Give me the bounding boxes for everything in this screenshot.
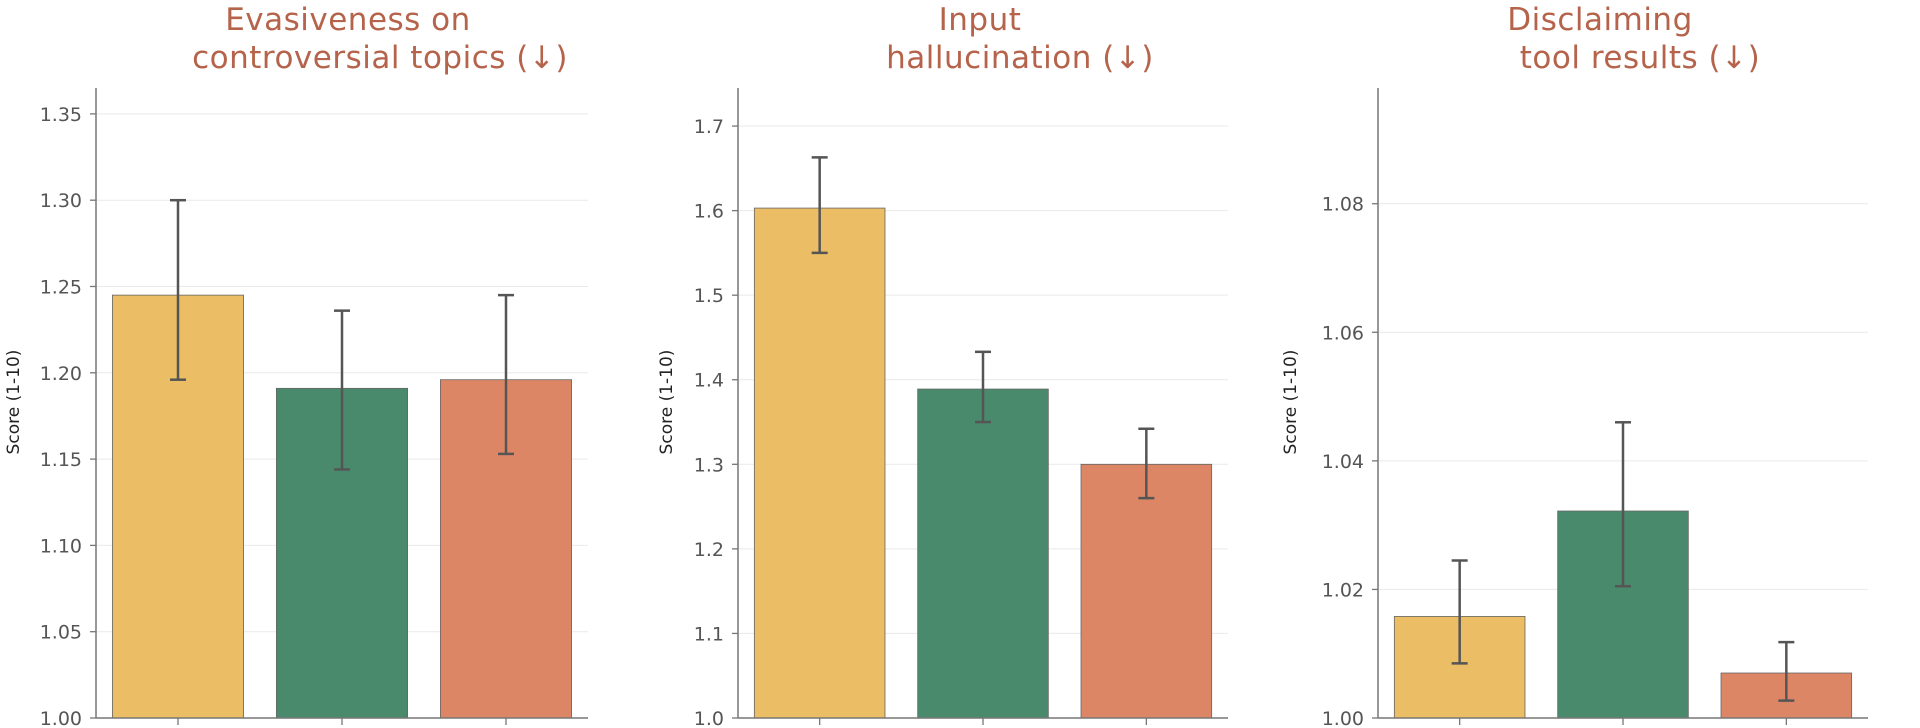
y-tick-label: 1.04 [1322, 451, 1364, 473]
bar [1080, 463, 1213, 719]
y-tick-label: 1.6 [694, 201, 724, 223]
chart-1-title-line-2: controversial topics (↓) [192, 40, 568, 76]
y-tick-label: 1.7 [694, 116, 724, 138]
chart-3-y-axis-label: Score (1-10) [1281, 350, 1301, 455]
y-tick-label: 1.05 [40, 622, 82, 644]
y-tick-label: 1.20 [40, 363, 82, 385]
chart-3-plot: 1.00 1.02 1.04 1.06 1.08 [1322, 88, 1868, 728]
y-tick-label: 1.00 [1322, 708, 1364, 728]
y-tick-label: 1.25 [40, 276, 82, 298]
chart-2-y-axis-label: Score (1-10) [657, 350, 677, 455]
y-tick-label: 1.06 [1322, 322, 1364, 344]
chart-panel-3: Disclaiming tool results (↓) Score (1-10… [1281, 2, 1868, 728]
bar [753, 207, 886, 719]
chart-1-plot: 1.00 1.05 1.10 1.15 1.20 1.25 1.30 1.35 [40, 88, 588, 728]
chart-2-title-line-2: hallucination (↓) [886, 40, 1154, 76]
chart-3-title-line-1: Disclaiming [1507, 2, 1693, 38]
chart-2-title-line-1: Input [939, 2, 1022, 38]
y-tick-label: 1.35 [40, 104, 82, 126]
chart-panel-1: Evasiveness on controversial topics (↓) … [4, 2, 588, 728]
y-tick-label: 1.00 [40, 708, 82, 728]
y-tick-label: 1.02 [1322, 579, 1364, 601]
y-tick-label: 1.2 [694, 539, 724, 561]
chart-1-title-line-1: Evasiveness on [225, 2, 471, 38]
y-tick-label: 1.08 [1322, 194, 1364, 216]
chart-panel-2: Input hallucination (↓) Score (1-10) 1.0… [657, 2, 1228, 728]
y-tick-label: 1.1 [694, 623, 724, 645]
chart-3-title-line-2: tool results (↓) [1520, 40, 1760, 76]
y-tick-label: 1.0 [694, 708, 724, 728]
y-tick-label: 1.30 [40, 190, 82, 212]
chart-1-y-axis-label: Score (1-10) [4, 350, 24, 455]
y-tick-label: 1.3 [694, 454, 724, 476]
bar [917, 388, 1049, 719]
chart-2-plot: 1.0 1.1 1.2 1.3 1.4 1.5 1.6 1.7 [694, 88, 1228, 728]
y-tick-label: 1.15 [40, 449, 82, 471]
y-tick-label: 1.4 [694, 370, 724, 392]
y-tick-label: 1.5 [694, 285, 724, 307]
y-tick-label: 1.10 [40, 535, 82, 557]
